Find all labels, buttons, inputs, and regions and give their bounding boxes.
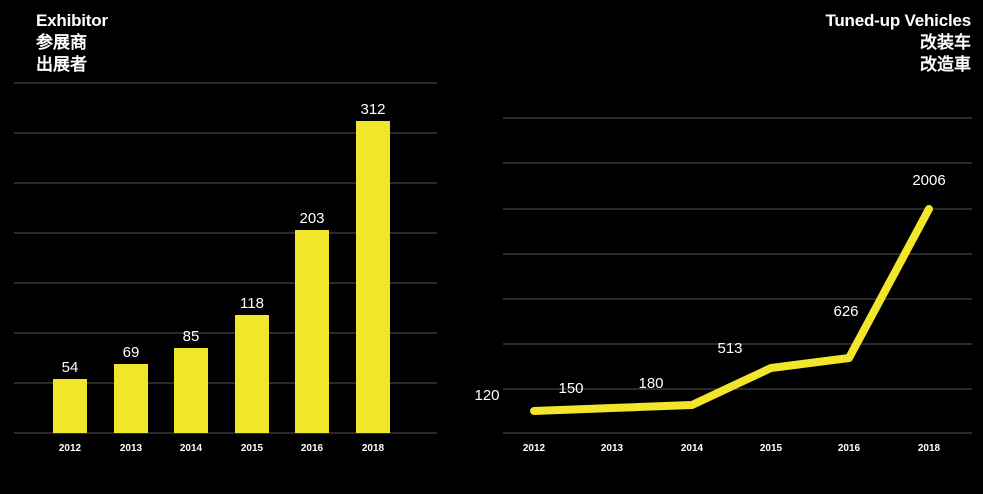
exhibitor-data-label: 118	[240, 295, 264, 312]
vehicles-x-tick-label: 2013	[601, 443, 624, 454]
exhibitor-data-label: 69	[123, 344, 140, 361]
exhibitor-data-label: 85	[183, 328, 200, 345]
vehicles-data-label: 626	[833, 303, 858, 320]
vehicles-data-label: 150	[558, 380, 583, 397]
exhibitor-x-tick-label: 2013	[120, 443, 143, 454]
exhibitor-title-en: Exhibitor	[36, 11, 108, 30]
vehicles-series-line	[530, 205, 933, 415]
exhibitor-bar	[295, 230, 329, 433]
vehicles-data-label: 513	[717, 340, 742, 357]
exhibitor-x-tick-label: 2016	[301, 443, 324, 454]
vehicles-x-tick-label: 2015	[760, 443, 783, 454]
exhibitor-bar	[114, 364, 148, 433]
vehicles-data-label: 180	[638, 375, 663, 392]
exhibitor-data-label: 312	[360, 101, 385, 118]
vehicles-title-cn-simplified: 改装车	[920, 33, 971, 52]
exhibitor-data-label: 54	[62, 359, 79, 376]
vehicles-chart-title: Tuned-up Vehicles 改装车 改造車	[825, 10, 971, 76]
vehicles-x-tick-label: 2016	[838, 443, 861, 454]
exhibitor-x-tick-label: 2012	[59, 443, 82, 454]
vehicles-data-label: 120	[474, 387, 499, 404]
exhibitor-bar	[174, 348, 208, 433]
exhibitor-bar	[235, 315, 269, 433]
exhibitor-title-cn-simplified: 参展商	[36, 33, 87, 52]
exhibitor-x-tick-label: 2014	[180, 443, 203, 454]
exhibitor-title-cn-japanese: 出展者	[36, 55, 87, 74]
vehicles-title-en: Tuned-up Vehicles	[825, 11, 971, 30]
exhibitor-x-tick-label: 2018	[362, 443, 385, 454]
vehicles-data-label: 2006	[912, 172, 945, 189]
vehicles-x-tick-label: 2012	[523, 443, 546, 454]
vehicles-title-cn-japanese: 改造車	[920, 55, 971, 74]
exhibitor-bar	[53, 379, 87, 433]
exhibitor-bar	[356, 121, 390, 433]
exhibitor-data-label: 203	[299, 210, 324, 227]
vehicles-x-tick-label: 2014	[681, 443, 704, 454]
vehicles-x-tick-label: 2018	[918, 443, 941, 454]
exhibitor-chart-title: Exhibitor 参展商 出展者	[36, 10, 108, 76]
exhibitor-x-tick-label: 2015	[241, 443, 264, 454]
